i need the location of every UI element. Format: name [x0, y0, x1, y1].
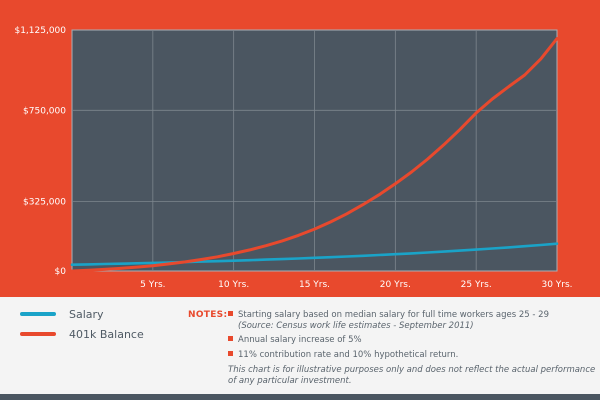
note-3: 11% contribution rate and 10% hypothetic… — [228, 350, 598, 361]
x-tick-label: 10 Yrs. — [218, 280, 249, 290]
legend-label-salary: Salary — [69, 307, 104, 321]
legend-item-401k: 401k Balance — [20, 326, 144, 342]
notes-heading: NOTES: — [188, 310, 228, 320]
note-2: Annual salary increase of 5% — [228, 335, 598, 346]
grid-lines — [72, 30, 557, 271]
legend-item-salary: Salary — [20, 306, 104, 322]
note-3-text: 11% contribution rate and 10% hypothetic… — [238, 350, 459, 360]
note-1: Starting salary based on median salary f… — [228, 310, 598, 332]
series-lines — [70, 37, 559, 273]
series-line-salary — [70, 242, 559, 267]
x-tick-label: 15 Yrs. — [299, 280, 330, 290]
y-tick-label: $325,000 — [23, 197, 66, 207]
disclaimer: This chart is for illustrative purposes … — [228, 365, 596, 386]
tick-labels: 5 Yrs. 10 Yrs. 15 Yrs. 20 Yrs. 25 Yrs. 30 Yrs… — [14, 26, 572, 290]
note-2-text: Annual salary increase of 5% — [238, 335, 362, 345]
note-bullet — [228, 311, 233, 316]
note-bullet — [228, 351, 233, 356]
x-tick-label: 30 Yrs. — [541, 280, 572, 290]
series-line-401k-balance — [70, 37, 559, 273]
chart-panel: 5 Yrs. 10 Yrs. 15 Yrs. 20 Yrs. 25 Yrs. 30 Yrs… — [14, 26, 573, 290]
note-bullet — [228, 336, 233, 341]
y-tick-label: $0 — [55, 267, 67, 277]
line-chart: 5 Yrs. 10 Yrs. 15 Yrs. 20 Yrs. 25 Yrs. 30 Yrs… — [14, 26, 572, 290]
y-tick-label: $750,000 — [23, 106, 66, 116]
bottom-bar — [0, 394, 600, 400]
y-tick-label: $1,125,000 — [14, 26, 66, 36]
note-1-source: (Source: Census work life estimates - Se… — [238, 321, 474, 331]
note-1-text: Starting salary based on median salary f… — [238, 310, 549, 320]
x-tick-label: 5 Yrs. — [140, 280, 165, 290]
x-tick-label: 25 Yrs. — [461, 280, 492, 290]
legend-notes-panel: Salary 401k Balance NOTES: Starting sala… — [0, 297, 600, 394]
legend-swatch-salary — [20, 312, 56, 316]
x-tick-label: 20 Yrs. — [380, 280, 411, 290]
legend-label-401k: 401k Balance — [69, 327, 144, 341]
legend-swatch-401k — [20, 332, 56, 336]
